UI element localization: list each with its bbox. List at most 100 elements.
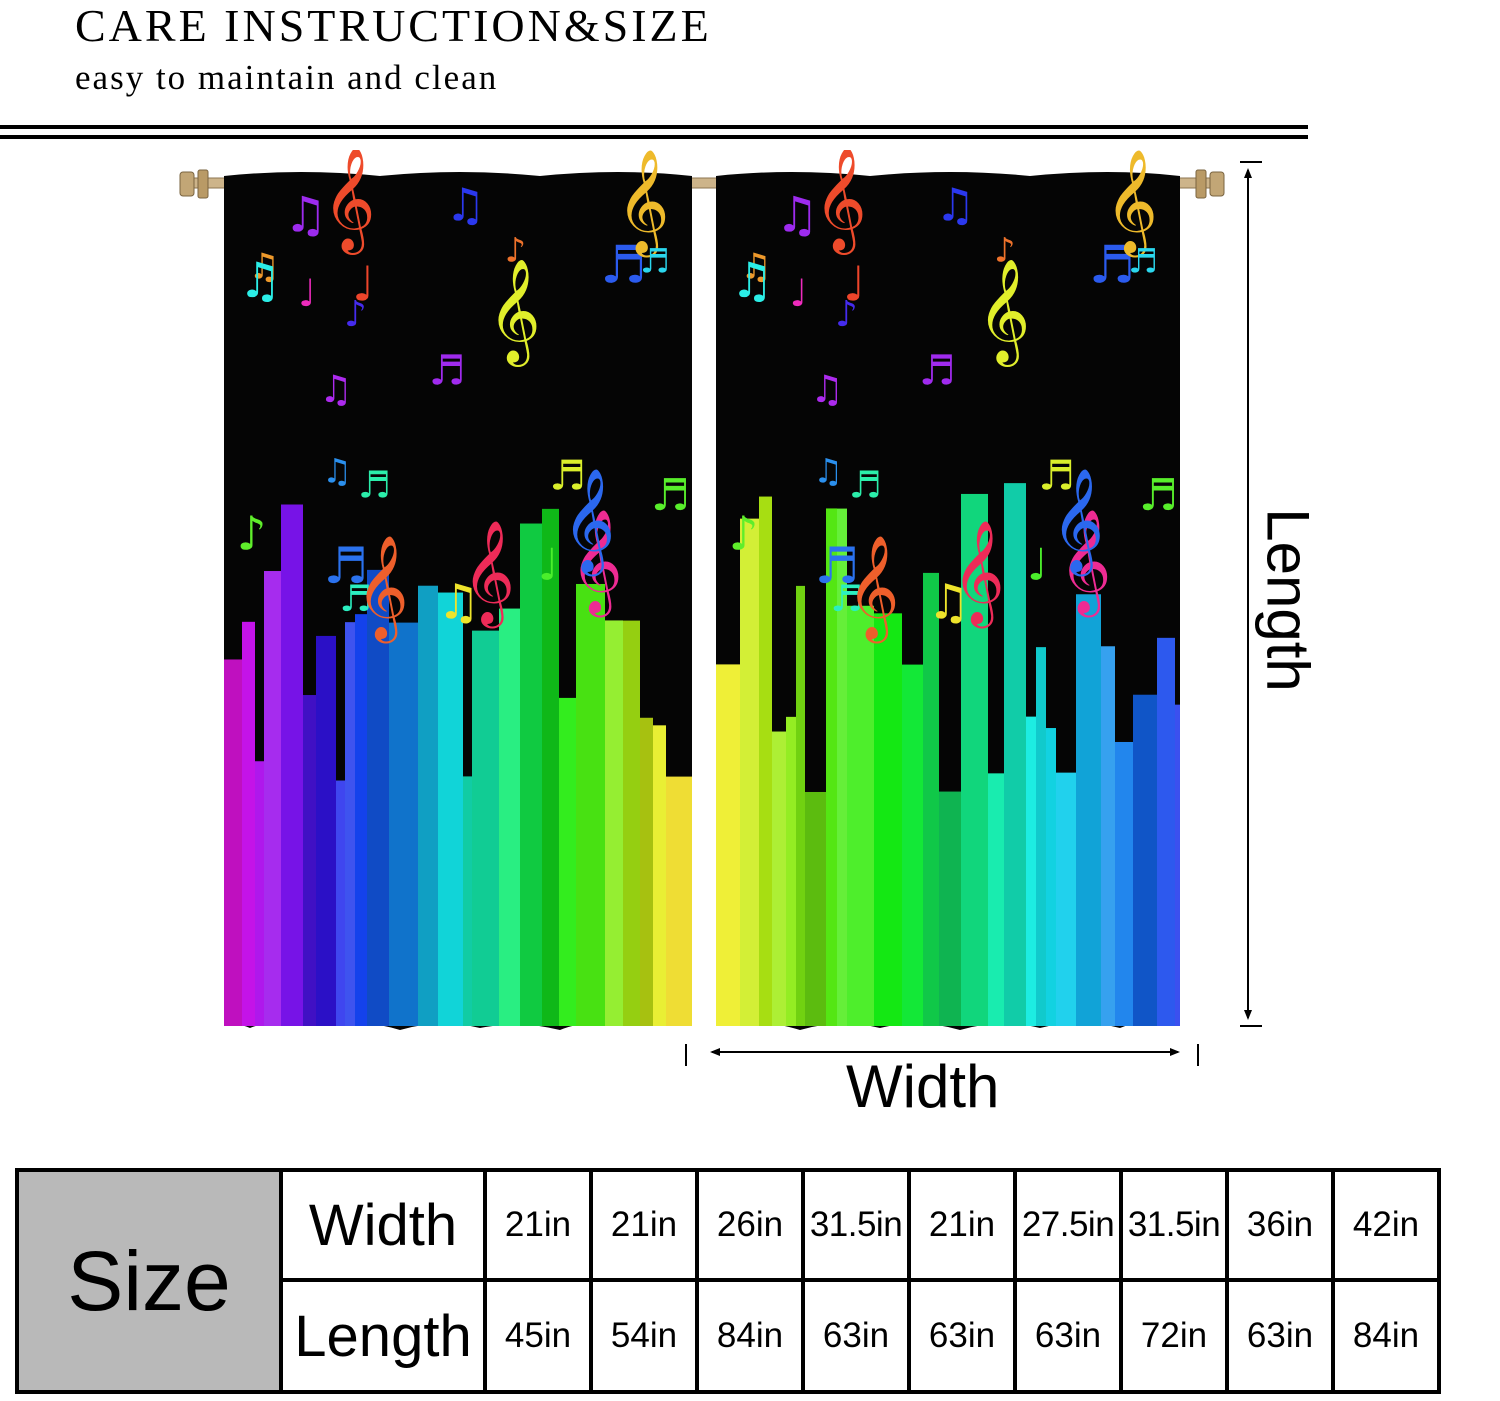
equalizer-bar: [1004, 483, 1026, 1026]
width-label: Width: [846, 1053, 1000, 1120]
music-notes-left: ♪♫♬♬𝄞♩♬♬ 𝄞♬♩♪♫ 𝄞♫♫♪♫𝄞♫𝄞♬ ♬♫♩𝄞𝄞♬: [237, 150, 691, 643]
music-note-icon: ♪: [729, 507, 759, 561]
treble-clef-icon: 𝄞: [570, 508, 623, 617]
music-note-icon: ♬: [830, 577, 863, 620]
divider-line-top: [0, 125, 1308, 129]
length-dimension-line: [1240, 161, 1262, 1027]
equalizer-bar: [759, 496, 772, 1026]
music-note-icon: ♪: [237, 507, 267, 561]
music-note-icon: ♪: [344, 294, 367, 335]
music-note-icon: ♬: [651, 470, 690, 521]
music-note-icon: ♫: [437, 575, 480, 631]
music-note-icon: ♫: [284, 185, 328, 243]
treble-clef-icon: 𝄞: [488, 258, 541, 367]
equalizer-bar: [1157, 637, 1175, 1026]
treble-clef-icon: 𝄞: [1105, 150, 1158, 257]
equalizer-bar: [805, 791, 826, 1026]
treble-clef-icon: 𝄞: [462, 519, 515, 628]
treble-clef-icon: 𝄞: [952, 519, 1005, 628]
music-note-icon: ♬: [815, 537, 860, 595]
equalizer-bar: [1036, 647, 1046, 1026]
music-note-icon: ♬: [919, 346, 956, 394]
equalizer-bar: [463, 776, 472, 1026]
equalizer-bar: [826, 508, 837, 1026]
equalizer-bar: [281, 504, 303, 1026]
equalizer-bar: [336, 780, 345, 1026]
width-cell: 27.5in: [1013, 1168, 1123, 1282]
music-note-icon: ♫: [248, 246, 280, 287]
page-title: CARE INSTRUCTION&SIZE: [75, 0, 712, 51]
music-note-icon: ♬: [324, 537, 369, 595]
music-note-icon: ♬: [1038, 452, 1075, 500]
music-note-icon: ♬: [429, 346, 466, 394]
width-cell: 21in: [483, 1168, 593, 1282]
width-cell: 21in: [589, 1168, 699, 1282]
equalizer-bar: [255, 761, 264, 1026]
table-row-length: Length 45in 54in 84in 63in 63in 63in 72i…: [17, 1278, 1441, 1394]
treble-clef-icon: 𝄞: [322, 150, 375, 255]
equalizer-bar: [355, 614, 367, 1026]
equalizer-bar: [847, 605, 874, 1026]
size-header-cell: Size: [15, 1168, 283, 1394]
treble-clef-icon: 𝄞: [1058, 508, 1111, 617]
equalizer-bar: [1026, 716, 1036, 1026]
equalizer-bar: [1056, 772, 1076, 1026]
equalizer-bar: [472, 630, 499, 1026]
treble-clef-icon: 𝄞: [814, 150, 867, 255]
equalizer-bars-right: [716, 483, 1180, 1027]
equalizer-bar: [623, 620, 640, 1026]
length-label: Length: [1254, 508, 1322, 692]
equalizer-bar: [1101, 646, 1115, 1026]
music-note-icon: ♫: [319, 367, 353, 411]
music-note-icon: ♬: [1139, 470, 1178, 521]
music-note-icon: ♫: [740, 246, 772, 287]
curtain-panel-right: ♪♫♬♬𝄞♩♬♬ 𝄞♬♩♪♫ 𝄞♫♫♪♫𝄞♫𝄞♬ ♬♫♩𝄞𝄞♬: [716, 150, 1180, 1030]
equalizer-bar: [772, 731, 786, 1026]
length-cell: 63in: [801, 1278, 911, 1394]
length-cell: 72in: [1119, 1278, 1229, 1394]
equalizer-bar: [939, 791, 961, 1026]
music-note-icon: ♫: [775, 185, 819, 243]
music-note-icon: ♩: [352, 257, 375, 313]
music-note-icon: ♬: [1089, 235, 1136, 295]
music-note-icon: ♫: [322, 452, 352, 491]
music-note-icon: ♩: [1027, 540, 1048, 591]
equalizer-bar: [367, 569, 389, 1026]
music-note-icon: ♬: [849, 464, 882, 507]
music-note-icon: ♫: [445, 178, 486, 231]
equalizer-bar: [499, 608, 520, 1026]
equalizer-bar: [740, 518, 759, 1026]
equalizer-bar: [874, 613, 902, 1026]
width-cell: 31.5in: [1119, 1168, 1229, 1282]
music-note-icon: ♩: [843, 257, 866, 313]
treble-clef-icon: 𝄞: [846, 534, 899, 643]
equalizer-bar: [1076, 594, 1101, 1026]
equalizer-bar: [716, 664, 740, 1026]
divider-line-bottom: [0, 135, 1308, 139]
treble-clef-icon: 𝄞: [562, 467, 615, 576]
equalizer-bar: [640, 717, 653, 1026]
curtain-panel-left: ♪♫♬♬𝄞♩♬♬ 𝄞♬♩♪♫ 𝄞♫♫♪♫𝄞♫𝄞♬ ♬♫♩𝄞𝄞♬: [224, 150, 692, 1030]
width-cell: 42in: [1331, 1168, 1441, 1282]
length-cell: 63in: [907, 1278, 1017, 1394]
curtain-illustration: ♪♫♬♬𝄞♩♬♬ 𝄞♬♩♪♫ 𝄞♫♫♪♫𝄞♫𝄞♬ ♬♫♩𝄞𝄞♬ ♪♫♬♬𝄞♩♬♬ 𝄞♬♩…: [179, 150, 1262, 1066]
music-note-icon: ♪: [994, 230, 1015, 269]
equalizer-bar: [303, 695, 316, 1026]
row-label-width: Width: [279, 1168, 487, 1282]
page-subtitle: easy to maintain and clean: [75, 58, 499, 97]
equalizer-bar: [264, 571, 281, 1026]
equalizer-bar: [418, 585, 438, 1026]
music-note-icon: ♫: [813, 452, 843, 491]
music-notes-right: ♪♫♬♬𝄞♩♬♬ 𝄞♬♩♪♫ 𝄞♫♫♪♫𝄞♫𝄞♬ ♬♫♩𝄞𝄞♬: [729, 150, 1179, 643]
music-note-icon: ♬: [1128, 242, 1158, 281]
equalizer-bar: [666, 776, 692, 1026]
equalizer-bar: [786, 716, 796, 1026]
width-cell: 36in: [1225, 1168, 1335, 1282]
table-row-width: Size Width 21in 21in 26in 31.5in 21in 27…: [15, 1168, 1441, 1394]
equalizer-bar: [438, 592, 463, 1026]
equalizer-bar: [653, 725, 666, 1026]
music-note-icon: ♬: [358, 464, 391, 507]
equalizer-bar: [1115, 741, 1133, 1026]
equalizer-bar: [1133, 694, 1157, 1026]
treble-clef-icon: 𝄞: [1051, 467, 1104, 576]
